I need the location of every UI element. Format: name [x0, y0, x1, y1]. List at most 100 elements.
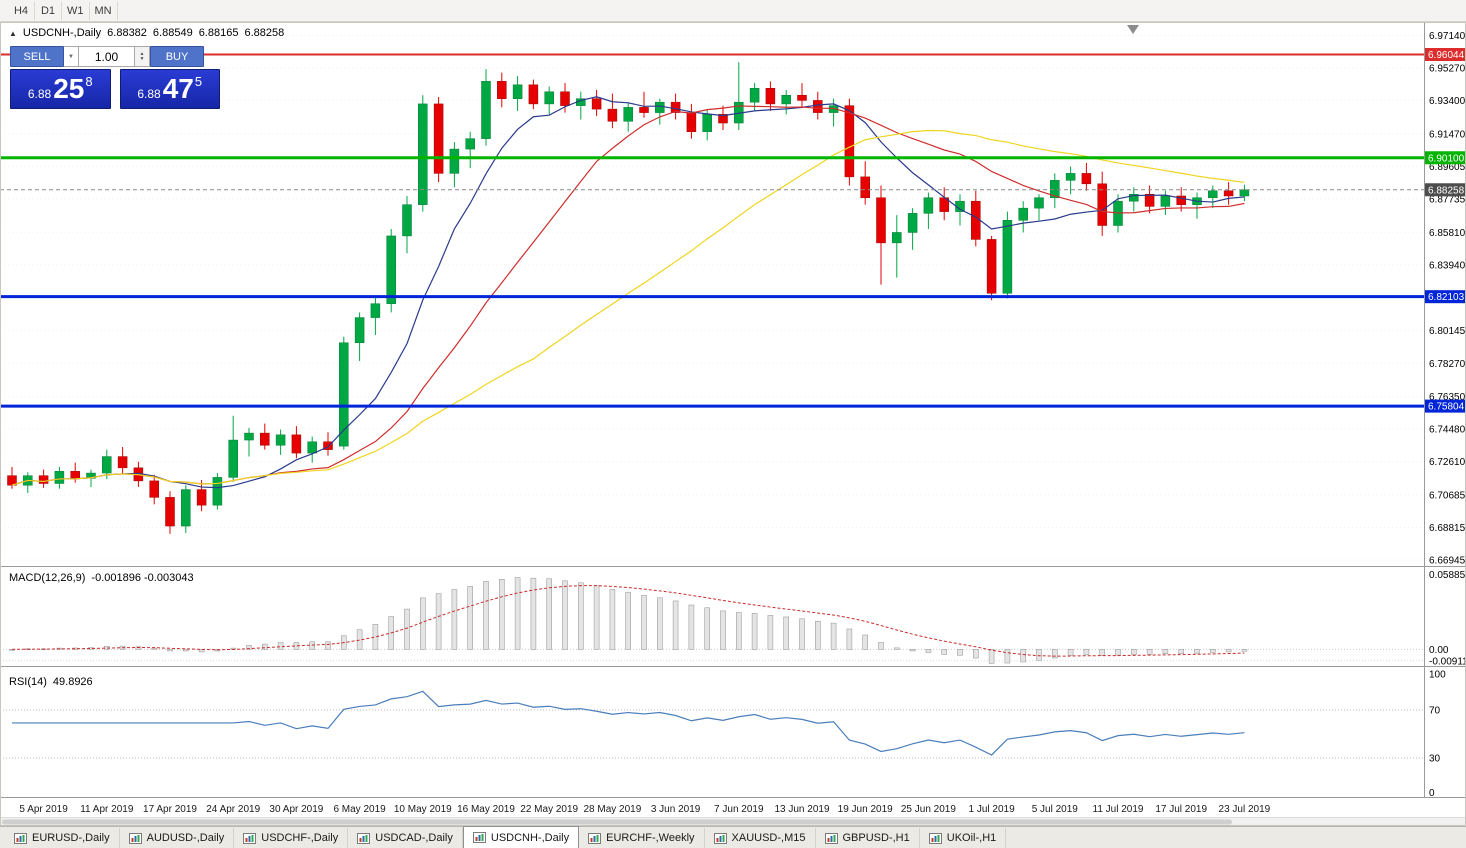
spin-down-icon[interactable]: ▼: [139, 55, 145, 62]
svg-text:24 Apr 2019: 24 Apr 2019: [206, 804, 260, 815]
svg-text:7 Jun 2019: 7 Jun 2019: [714, 804, 764, 815]
svg-text:6.82103: 6.82103: [1428, 292, 1465, 303]
timeframe-button-d1[interactable]: D1: [35, 1, 62, 20]
spin-up-icon[interactable]: ▲: [139, 50, 145, 57]
macd-values: -0.001896 -0.003043: [91, 572, 194, 584]
chart-tab-gbpusd-h1[interactable]: GBPUSD-,H1: [816, 828, 920, 848]
ohlc-low: 6.88165: [198, 27, 239, 39]
svg-text:1 Jul 2019: 1 Jul 2019: [969, 804, 1016, 815]
svg-text:6.75804: 6.75804: [1428, 402, 1465, 413]
svg-text:6.85810: 6.85810: [1429, 228, 1466, 239]
rsi-indicator-label: RSI(14) 49.8926: [9, 676, 93, 688]
macd-title: MACD(12,26,9): [9, 572, 86, 584]
chart-tab-icon: [128, 832, 142, 844]
svg-text:3 Jun 2019: 3 Jun 2019: [651, 804, 701, 815]
price-badge: 6.75804: [1425, 399, 1466, 413]
sell-button[interactable]: SELL: [10, 46, 64, 67]
chart-tab-label: USDCHF-,Daily: [261, 832, 339, 844]
macd-panel: 0.058851 0.00-0.009116: [0, 570, 1466, 667]
svg-text:6.76350: 6.76350: [1429, 392, 1466, 403]
buy-price-box[interactable]: 6.88 47 5: [119, 69, 220, 109]
chart-tab-label: XAUUSD-,M15: [731, 832, 806, 844]
chart-tab-label: UKOil-,H1: [946, 832, 997, 844]
svg-text:11 Jul 2019: 11 Jul 2019: [1093, 804, 1144, 815]
svg-text:6.68815: 6.68815: [1429, 523, 1466, 534]
chart-tab-eurchf-weekly[interactable]: EURCHF-,Weekly: [579, 828, 705, 848]
svg-text:6.74480: 6.74480: [1429, 425, 1466, 436]
shift-marker-icon[interactable]: [1127, 25, 1139, 34]
svg-text:6.78270: 6.78270: [1429, 359, 1466, 370]
svg-text:0.00: 0.00: [1429, 645, 1449, 656]
price-badge: 6.96044: [1425, 48, 1466, 62]
chart-tab-bar: EURUSD-,Daily AUDUSD-,Daily USDCHF-,Daily U…: [0, 826, 1466, 848]
macd-signal-line: [11, 585, 1245, 657]
volume-input[interactable]: [79, 46, 135, 67]
ohlc-open: 6.88382: [107, 27, 147, 39]
ma-fast-blue: [11, 96, 1245, 489]
rsi-value: 49.8926: [52, 676, 93, 688]
svg-text:17 Apr 2019: 17 Apr 2019: [143, 804, 197, 815]
svg-text:6 May 2019: 6 May 2019: [333, 804, 386, 815]
sell-price-point: 8: [85, 73, 93, 89]
chart-tab-icon: [243, 832, 257, 844]
svg-text:6.70685: 6.70685: [1429, 491, 1466, 502]
price-badge: 6.88258: [1425, 183, 1466, 197]
svg-text:6.66945: 6.66945: [1429, 556, 1466, 567]
svg-text:19 Jun 2019: 19 Jun 2019: [838, 804, 893, 815]
svg-text:30 Apr 2019: 30 Apr 2019: [269, 804, 323, 815]
volume-dropdown-icon[interactable]: ▼: [64, 46, 79, 67]
chart-tab-icon: [472, 832, 486, 843]
chart-tab-xauusd-m15[interactable]: XAUUSD-,M15: [705, 828, 816, 848]
svg-text:23 Jul 2019: 23 Jul 2019: [1219, 804, 1271, 815]
svg-text:10 May 2019: 10 May 2019: [394, 804, 452, 815]
chart-tab-icon: [588, 832, 602, 844]
buy-button[interactable]: BUY: [150, 46, 204, 67]
chart-symbol-period: USDCNH-,Daily: [22, 27, 102, 39]
svg-text:0.058851: 0.058851: [1429, 570, 1466, 581]
chart-tab-icon: [824, 832, 838, 844]
svg-text:0: 0: [1429, 788, 1435, 799]
one-click-collapse-icon[interactable]: ▲: [9, 28, 17, 38]
volume-spinner[interactable]: ▲ ▼: [135, 46, 150, 67]
svg-text:-0.009116: -0.009116: [1429, 656, 1466, 667]
svg-text:28 May 2019: 28 May 2019: [583, 804, 641, 815]
chart-tab-ukoil-h1[interactable]: UKOil-,H1: [920, 828, 1007, 848]
chart-title: ▲ USDCNH-,Daily 6.88382 6.88549 6.88165 …: [9, 27, 284, 39]
svg-text:6.93400: 6.93400: [1429, 96, 1466, 107]
chart-tab-icon: [357, 832, 371, 844]
timeframe-button-h4[interactable]: H4: [8, 1, 35, 20]
buy-price-point: 5: [194, 73, 203, 89]
chart-tab-audusd-daily[interactable]: AUDUSD-,Daily: [120, 828, 235, 848]
buy-price-pips: 47: [162, 73, 194, 104]
sell-price-base: 6.88: [27, 87, 52, 101]
svg-text:6.90100: 6.90100: [1428, 153, 1465, 164]
chart-tab-eurusd-daily[interactable]: EURUSD-,Daily: [5, 828, 120, 848]
timeframe-button-mn[interactable]: MN: [90, 1, 118, 20]
svg-text:6.95270: 6.95270: [1429, 63, 1466, 74]
svg-text:6.83940: 6.83940: [1429, 260, 1466, 271]
svg-text:6.97140: 6.97140: [1429, 31, 1466, 42]
svg-text:11 Apr 2019: 11 Apr 2019: [80, 804, 134, 815]
svg-text:6.91470: 6.91470: [1429, 129, 1466, 140]
chart-tab-label: AUDUSD-,Daily: [146, 832, 225, 844]
h-scrollbar-thumb[interactable]: [2, 819, 1232, 825]
svg-text:5 Jul 2019: 5 Jul 2019: [1032, 804, 1079, 815]
timeframe-toolbar: H4 D1 W1 MN: [0, 0, 1466, 22]
svg-text:6.87735: 6.87735: [1429, 194, 1466, 205]
svg-text:30: 30: [1429, 754, 1441, 765]
svg-text:70: 70: [1429, 706, 1441, 717]
sell-price-box[interactable]: 6.88 25 8: [10, 69, 111, 109]
svg-text:13 Jun 2019: 13 Jun 2019: [774, 804, 829, 815]
svg-text:16 May 2019: 16 May 2019: [457, 804, 515, 815]
timeframe-button-w1[interactable]: W1: [62, 1, 90, 20]
one-click-price-row: 6.88 25 8 6.88 47 5: [10, 69, 220, 109]
chart-tab-usdcnh-daily[interactable]: USDCNH-,Daily: [462, 826, 580, 848]
svg-text:6.88258: 6.88258: [1428, 185, 1465, 196]
price-badge: 6.90100: [1425, 151, 1466, 165]
chart-tab-usdchf-daily[interactable]: USDCHF-,Daily: [234, 828, 349, 848]
rsi-line: [12, 690, 1245, 756]
chart-tab-usdcad-daily[interactable]: USDCAD-,Daily: [348, 828, 463, 848]
chart-tab-icon: [14, 832, 27, 844]
chart-tab-label: EURUSD-,Daily: [32, 832, 110, 844]
